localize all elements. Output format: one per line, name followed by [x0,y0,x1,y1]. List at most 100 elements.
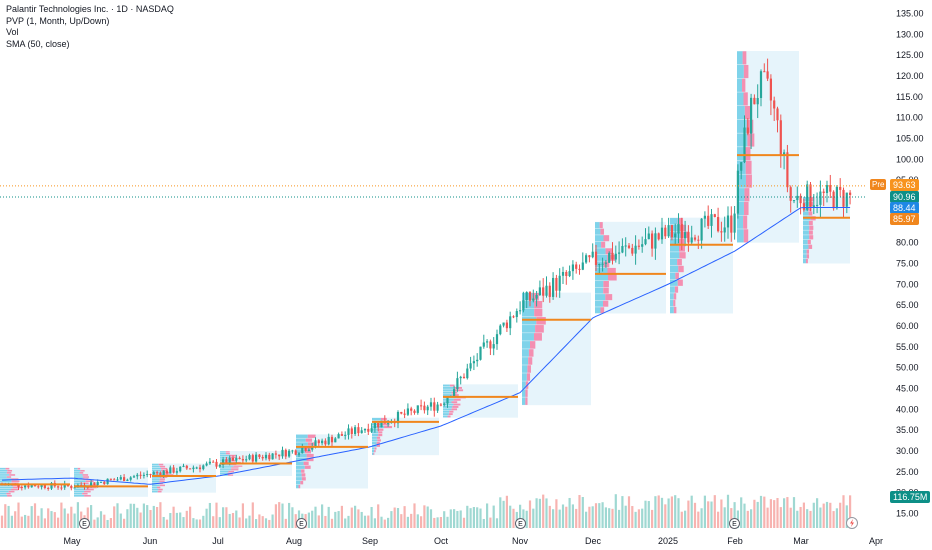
sma-indicator-label[interactable]: SMA (50, close) [6,38,70,49]
volume-bar [30,506,33,528]
lightning-icon[interactable] [846,517,858,529]
earnings-icon[interactable]: E [79,518,90,529]
volume-bar [746,510,749,528]
candle-body [634,245,637,254]
volume-bar [604,507,607,528]
profile-bar-down [88,484,99,487]
profile-bar-down [85,480,94,482]
profile-bar-up [443,403,454,406]
candle-body [779,120,782,156]
volume-bar [809,510,812,528]
volume-bar [136,507,139,528]
profile-bar-down [382,423,390,426]
volume-bar [740,497,743,528]
volume-bar [403,506,406,528]
profile-bar-up [372,439,378,442]
y-tick-label: 30.00 [896,446,919,456]
volume-bar [288,502,291,528]
profile-bar-up [522,341,531,349]
profile-bar-up [522,397,526,405]
volume-bar [317,515,320,528]
profile-bar-up [737,64,744,79]
candle-body [621,246,624,253]
profile-bar-down [158,463,164,466]
volume-bar [766,507,769,528]
volume-bar [215,502,218,528]
profile-bar-down [159,465,166,468]
profile-bar-up [296,477,302,481]
candle-body [297,453,301,455]
profile-bar-down [742,78,746,92]
profile-bar-up [803,239,808,245]
profile-bar-down [161,467,168,470]
profile-bar-down [228,470,235,473]
candle-body [400,411,403,414]
profile-bar-down [306,446,314,450]
x-tick-label: 2025 [658,536,678,546]
profile-bar-down [306,453,314,458]
volume-bar [423,505,426,528]
profile-bar-down [806,254,810,259]
profile-bar-up [74,480,86,482]
volume-bar [222,507,225,528]
volume-bar [40,508,43,528]
candle-body [594,251,598,265]
candle-body [773,100,776,109]
volume-bar [509,505,512,528]
volume-bar [439,517,442,528]
candle-body [733,213,736,233]
profile-bar-down [83,490,91,493]
candle-body [113,479,116,481]
earnings-icon[interactable]: E [729,518,740,529]
candle-body [489,341,492,349]
profile-bar-down [532,292,539,301]
volume-bar [198,519,202,528]
candle-body [274,453,277,455]
profile-bar-down [743,229,749,243]
profile-bar-up [737,188,745,202]
candle-body [495,334,499,345]
volume-bar [532,508,535,528]
candle-body [502,322,505,326]
candle-body [367,428,370,432]
volume-bar [845,505,848,528]
pvp-indicator-label[interactable]: PVP (1, Month, Up/Down) [6,15,110,26]
candle-body [284,449,287,457]
profile-bar-up [372,436,377,439]
symbol-title[interactable]: Palantir Technologies Inc. · 1D · NASDAQ [6,4,174,14]
profile-bar-up [296,461,304,466]
vol-indicator-label[interactable]: Vol [6,27,19,37]
profile-bar-down [808,244,813,249]
candle-body [753,97,756,105]
volume-bar [684,510,687,528]
candle-body [179,466,182,472]
candle-body [730,215,733,233]
candle-body [588,255,591,258]
volume-bar [27,515,30,528]
volume-bar [192,518,195,528]
candle-body [849,192,852,195]
candle-body [746,127,749,134]
profile-bar-up [803,249,807,254]
candle-body [565,271,568,277]
profile-bar-up [296,438,306,442]
volume-bar [119,513,122,528]
y-tick-label: 65.00 [896,300,919,310]
candle-body [578,268,581,270]
earnings-icon[interactable]: E [515,518,526,529]
profile-bar-up [443,410,450,413]
profile-bar-down [673,300,676,307]
profile-bar-down [601,241,606,248]
earnings-icon[interactable]: E [296,518,307,529]
volume-bar [271,514,274,528]
profile-bar-up [0,476,7,478]
candle-body [43,484,46,488]
candle-body [783,152,786,156]
profile-bar-down [12,486,22,489]
volume-bar [839,502,842,528]
profile-bar-up [74,490,84,493]
profile-bar-down [303,461,309,466]
volume-bar [545,498,548,528]
volume-bar [228,513,231,528]
